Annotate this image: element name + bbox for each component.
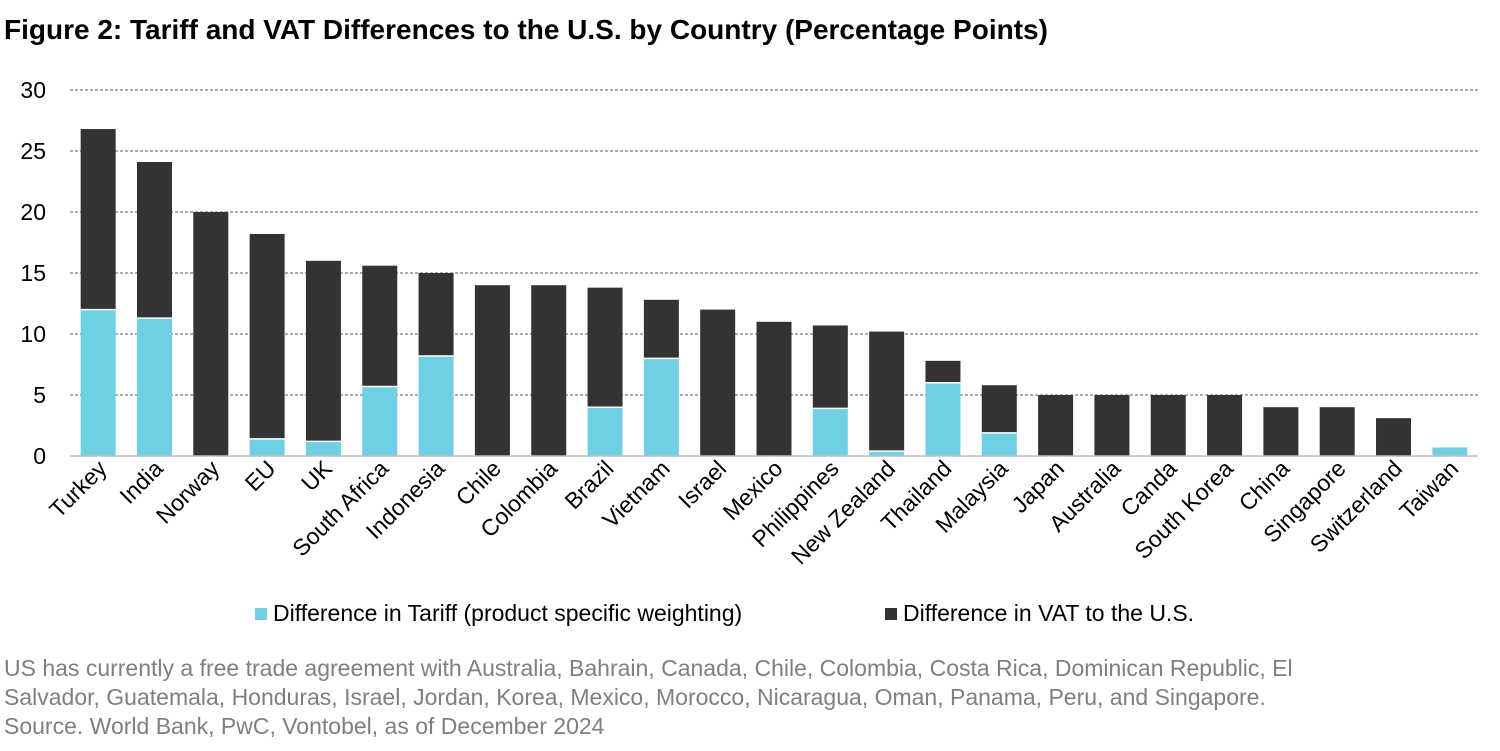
bar-tariff-malaysia (981, 432, 1017, 456)
y-tick-label: 5 (33, 382, 46, 408)
y-tick-label: 30 (20, 77, 46, 103)
bar-tariff-south-africa (362, 386, 398, 456)
footnote-line: Salvador, Guatemala, Honduras, Israel, J… (4, 684, 1266, 710)
bar-vat-switzerland (1376, 418, 1412, 456)
y-tick-label: 0 (33, 443, 46, 469)
x-tick-label: Turkey (44, 455, 112, 523)
bar-vat-india (136, 161, 172, 319)
source-note: Source. World Bank, PwC, Vontobel, as of… (4, 713, 605, 739)
bar-tariff-indonesia (418, 355, 454, 456)
legend-label-vat: Difference in VAT to the U.S. (903, 600, 1195, 626)
bar-vat-indonesia (418, 273, 454, 356)
legend: Difference in Tariff (product specific w… (0, 600, 1500, 634)
bar-vat-thailand (925, 360, 961, 383)
legend-swatch-vat (885, 607, 897, 620)
bar-tariff-eu (249, 438, 285, 456)
bar-vat-vietnam (643, 299, 679, 359)
y-tick-label: 10 (20, 321, 46, 347)
legend-item-vat: Difference in VAT to the U.S. (885, 600, 1194, 627)
bar-vat-uk (305, 260, 341, 442)
y-tick-label: 15 (20, 260, 46, 286)
bar-vat-south-africa (362, 265, 398, 387)
bar-tariff-brazil (587, 407, 623, 456)
bar-tariff-new-zealand (869, 451, 905, 456)
bar-tariff-uk (305, 441, 341, 456)
bar-vat-eu (249, 233, 285, 439)
legend-item-tariff: Difference in Tariff (product specific w… (255, 600, 742, 627)
bar-vat-turkey (80, 129, 116, 310)
x-tick-label: Taiwan (1394, 455, 1463, 524)
footnote-line: US has currently a free trade agreement … (4, 655, 1293, 681)
bar-vat-new-zealand (869, 331, 905, 452)
y-axis-ticks: 0 5 10 15 20 25 30 (20, 77, 46, 469)
bar-vat-malaysia (981, 385, 1017, 433)
bar-vat-australia (1094, 395, 1130, 456)
bar-vat-canda (1150, 395, 1186, 456)
bar-vat-south-korea (1207, 395, 1243, 456)
legend-swatch-tariff (255, 607, 267, 620)
bar-vat-chile (474, 285, 510, 456)
x-tick-label: EU (240, 455, 281, 496)
bar-tariff-taiwan (1432, 447, 1468, 456)
footnotes: US has currently a free trade agreement … (4, 654, 1494, 741)
bar-vat-colombia (531, 285, 567, 456)
y-tick-label: 20 (20, 199, 46, 225)
bar-tariff-vietnam (643, 358, 679, 456)
x-tick-label: Norway (151, 455, 225, 529)
bar-vat-brazil (587, 287, 623, 408)
bar-tariff-turkey (80, 309, 116, 456)
bar-vat-japan (1038, 395, 1074, 456)
bar-tariff-philippines (812, 408, 848, 456)
bar-vat-israel (700, 309, 736, 456)
bar-vat-singapore (1319, 407, 1355, 456)
y-tick-label: 25 (20, 138, 46, 164)
legend-label-tariff: Difference in Tariff (product specific w… (273, 600, 743, 626)
bars (80, 129, 1468, 456)
x-tick-label: UK (296, 455, 337, 496)
chart-title: Figure 2: Tariff and VAT Differences to … (4, 14, 1048, 45)
bar-vat-norway (193, 212, 229, 456)
bar-vat-philippines (812, 325, 848, 409)
bar-tariff-thailand (925, 382, 961, 456)
bar-vat-china (1263, 407, 1299, 456)
bar-tariff-india (136, 318, 172, 456)
bar-vat-mexico (756, 321, 792, 456)
